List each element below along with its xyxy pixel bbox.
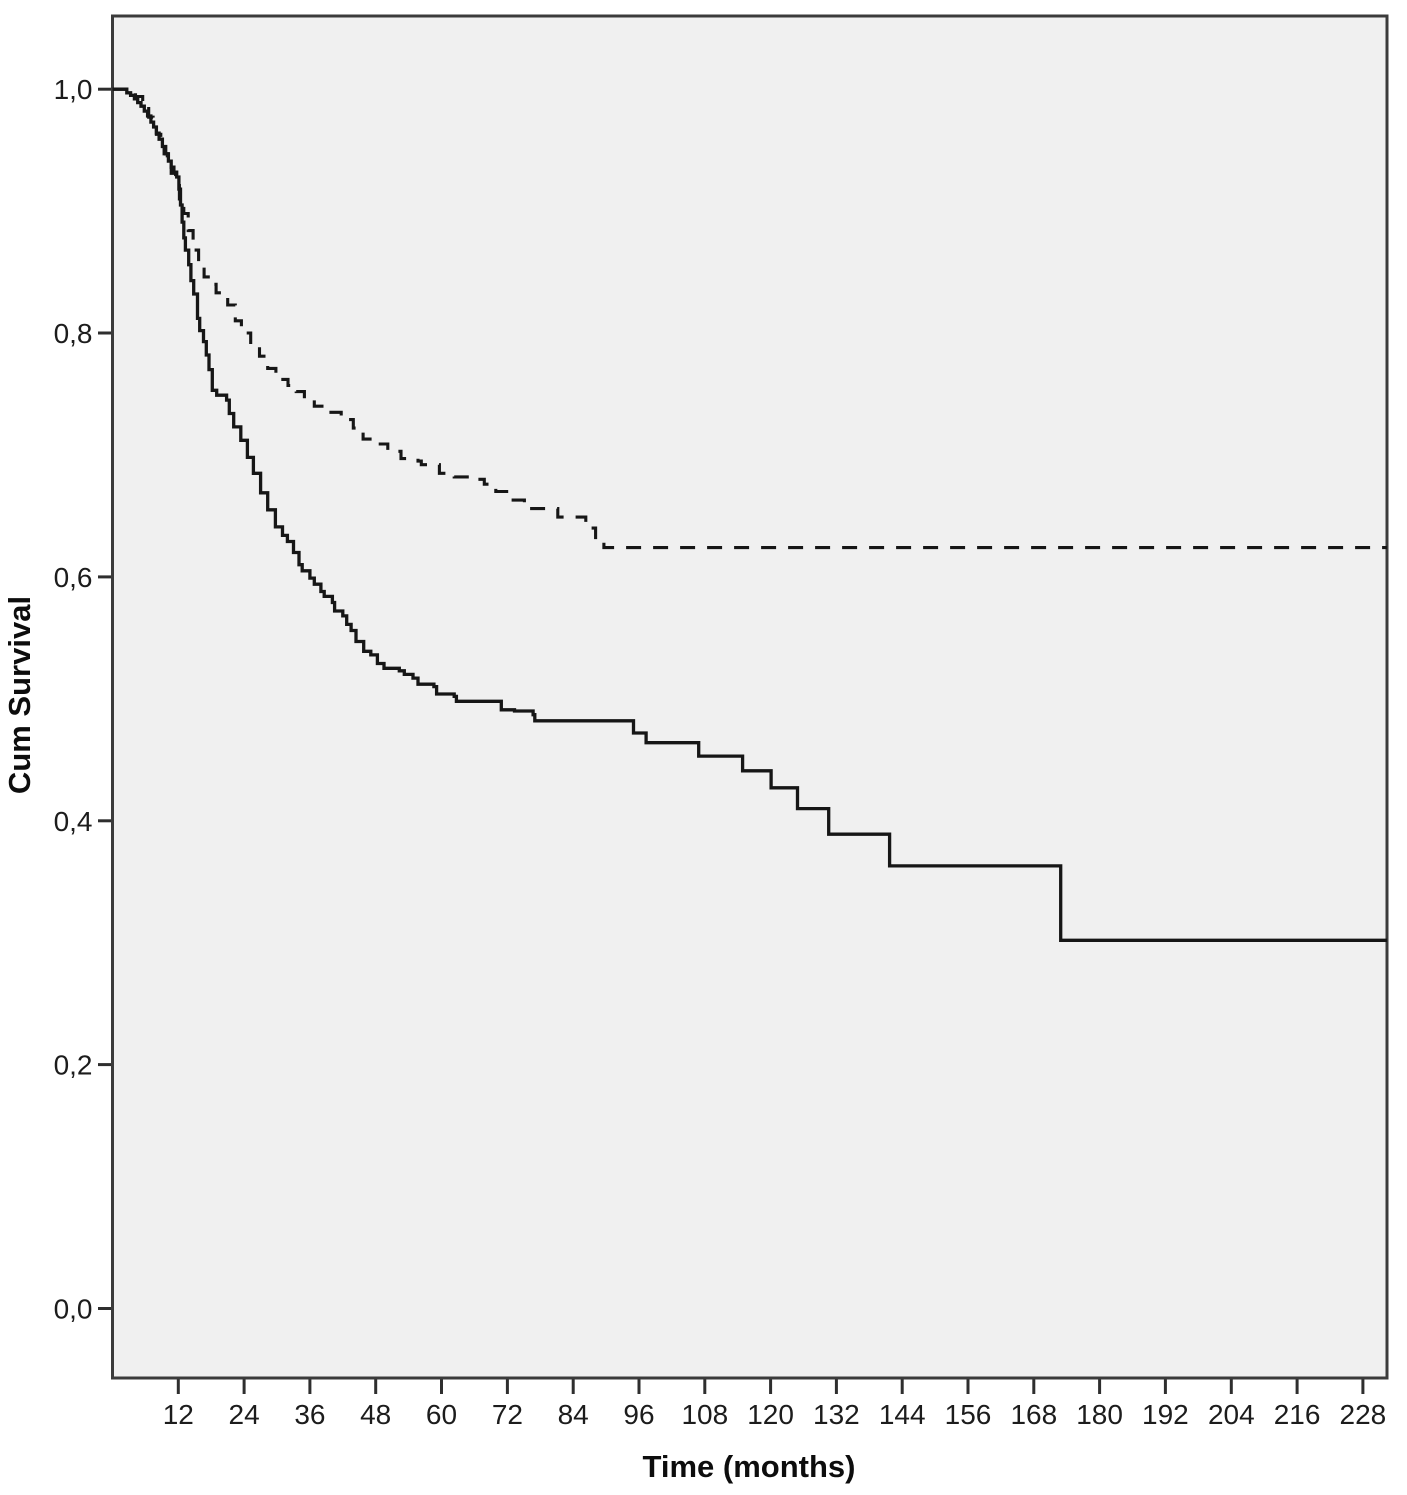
x-tick-label: 156 bbox=[945, 1399, 992, 1430]
x-tick-label: 12 bbox=[163, 1399, 194, 1430]
x-tick-label: 48 bbox=[360, 1399, 391, 1430]
x-tick-label: 132 bbox=[813, 1399, 860, 1430]
x-axis-title: Time (months) bbox=[643, 1449, 856, 1484]
x-tick-label: 180 bbox=[1076, 1399, 1123, 1430]
x-tick-label: 168 bbox=[1010, 1399, 1057, 1430]
x-tick-label: 24 bbox=[229, 1399, 260, 1430]
y-tick-label: 0,8 bbox=[54, 318, 93, 349]
y-tick-label: 0,6 bbox=[54, 562, 93, 593]
x-tick-label: 72 bbox=[492, 1399, 523, 1430]
plot-area bbox=[111, 14, 1389, 1380]
x-tick-label: 108 bbox=[681, 1399, 728, 1430]
x-tick-label: 192 bbox=[1142, 1399, 1189, 1430]
x-tick-label: 204 bbox=[1208, 1399, 1255, 1430]
axis-ticks: 12 24 36 48 60 72 84 96 108 120 132 144 156 168 180 192… bbox=[54, 74, 1387, 1430]
y-axis-title: Cum Survival bbox=[2, 596, 37, 794]
x-tick-label: 60 bbox=[426, 1399, 457, 1430]
y-tick-label: 0,2 bbox=[54, 1050, 93, 1081]
survival-curves bbox=[112, 87, 1387, 942]
y-tick-label: 0,4 bbox=[54, 806, 93, 837]
y-tick-label: 1,0 bbox=[54, 74, 93, 105]
x-tick-label: 36 bbox=[294, 1399, 325, 1430]
x-tick-label: 120 bbox=[747, 1399, 794, 1430]
y-tick-label: 0,0 bbox=[54, 1294, 93, 1325]
x-tick-label: 144 bbox=[879, 1399, 926, 1430]
x-tick-label: 84 bbox=[558, 1399, 589, 1430]
x-tick-label: 216 bbox=[1274, 1399, 1321, 1430]
x-tick-label: 96 bbox=[623, 1399, 654, 1430]
x-tick-label: 228 bbox=[1340, 1399, 1387, 1430]
dashed-survival-curve bbox=[112, 87, 1387, 550]
